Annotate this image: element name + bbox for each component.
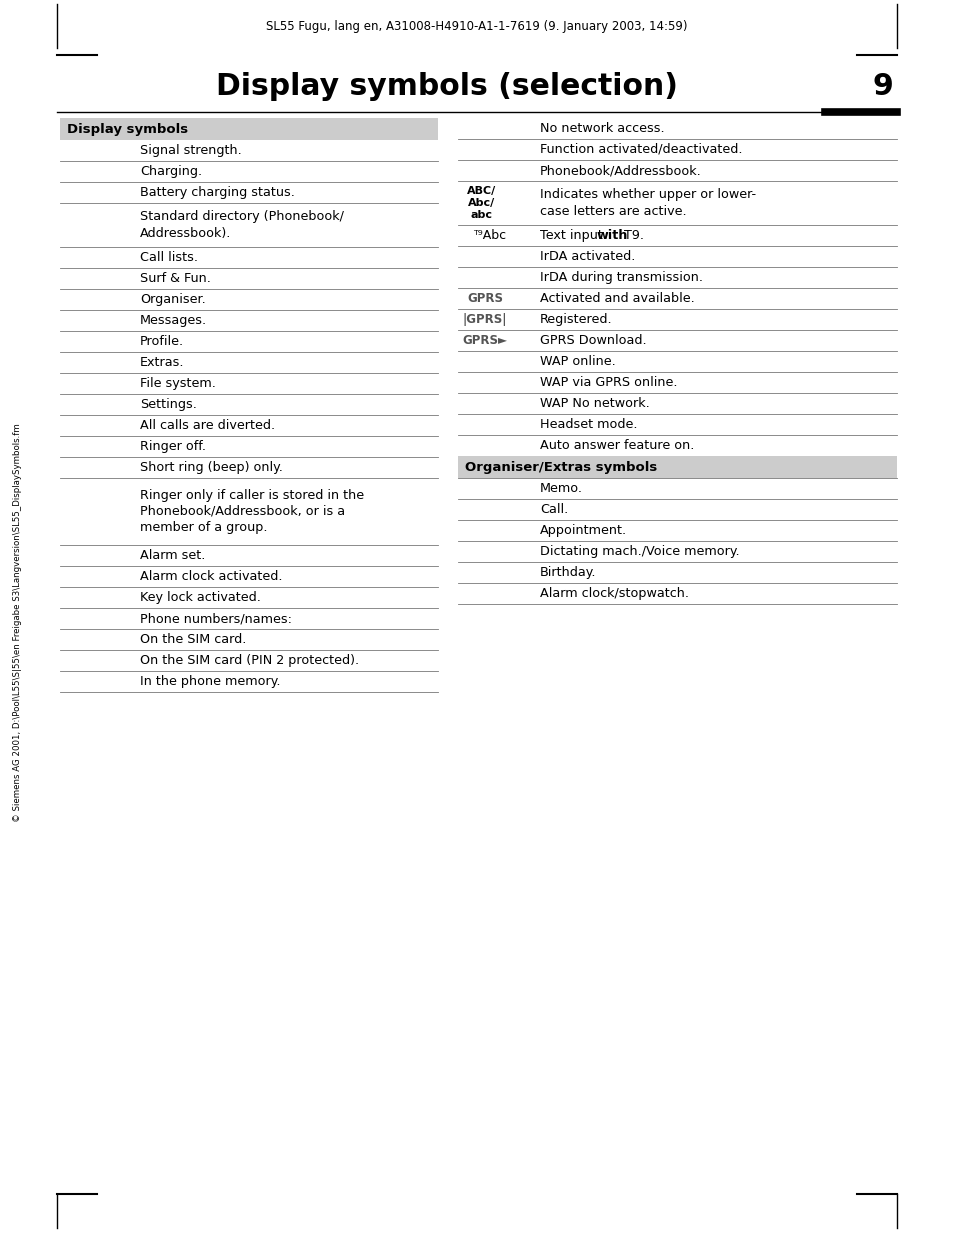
Text: Alarm clock activated.: Alarm clock activated. bbox=[140, 569, 282, 583]
Text: Headset mode.: Headset mode. bbox=[539, 417, 637, 431]
Text: Call.: Call. bbox=[539, 503, 568, 516]
Text: Key lock activated.: Key lock activated. bbox=[140, 591, 260, 604]
Text: ABC/
Abc/
abc: ABC/ Abc/ abc bbox=[467, 187, 497, 219]
Text: GPRS Download.: GPRS Download. bbox=[539, 334, 646, 346]
Text: GPRS: GPRS bbox=[467, 292, 502, 305]
Text: Ringer off.: Ringer off. bbox=[140, 440, 206, 454]
Text: In the phone memory.: In the phone memory. bbox=[140, 675, 280, 688]
Text: On the SIM card.: On the SIM card. bbox=[140, 633, 246, 645]
Text: Battery charging status.: Battery charging status. bbox=[140, 186, 294, 199]
Text: WAP No network.: WAP No network. bbox=[539, 397, 649, 410]
Text: Phonebook/Addressbook.: Phonebook/Addressbook. bbox=[539, 164, 701, 177]
Text: On the SIM card (PIN 2 protected).: On the SIM card (PIN 2 protected). bbox=[140, 654, 358, 667]
Text: Activated and available.: Activated and available. bbox=[539, 292, 694, 305]
Text: Charging.: Charging. bbox=[140, 164, 202, 178]
Text: 9: 9 bbox=[871, 72, 892, 101]
Text: T9.: T9. bbox=[619, 229, 643, 242]
Text: Birthday.: Birthday. bbox=[539, 566, 596, 579]
Text: with: with bbox=[596, 229, 627, 242]
Text: WAP online.: WAP online. bbox=[539, 355, 615, 368]
Text: All calls are diverted.: All calls are diverted. bbox=[140, 419, 274, 432]
Text: Phone numbers/names:: Phone numbers/names: bbox=[140, 612, 292, 625]
Text: WAP via GPRS online.: WAP via GPRS online. bbox=[539, 376, 677, 389]
Text: No network access.: No network access. bbox=[539, 122, 664, 135]
Text: Organiser.: Organiser. bbox=[140, 293, 206, 307]
Text: Signal strength.: Signal strength. bbox=[140, 145, 241, 157]
Text: Ringer only if caller is stored in the
Phonebook/Addressbook, or is a
member of : Ringer only if caller is stored in the P… bbox=[140, 488, 364, 535]
Text: Display symbols (selection): Display symbols (selection) bbox=[215, 72, 678, 101]
Text: Profile.: Profile. bbox=[140, 335, 184, 348]
Text: Call lists.: Call lists. bbox=[140, 250, 198, 264]
Text: Short ring (beep) only.: Short ring (beep) only. bbox=[140, 461, 283, 473]
Bar bbox=[60, 118, 437, 140]
Text: Auto answer feature on.: Auto answer feature on. bbox=[539, 439, 694, 452]
Text: © Siemens AG 2001, D:\Pool\L55\S|55\en Freigabe S3\Langversion\SL55_DisplaySymbo: © Siemens AG 2001, D:\Pool\L55\S|55\en F… bbox=[13, 424, 23, 822]
Text: Text input: Text input bbox=[539, 229, 606, 242]
Text: Settings.: Settings. bbox=[140, 397, 196, 411]
Bar bbox=[457, 456, 896, 478]
Text: Function activated/deactivated.: Function activated/deactivated. bbox=[539, 143, 741, 156]
Text: Alarm clock/stopwatch.: Alarm clock/stopwatch. bbox=[539, 587, 688, 601]
Text: ᵀ⁹Abc: ᵀ⁹Abc bbox=[473, 229, 506, 242]
Text: Registered.: Registered. bbox=[539, 313, 612, 326]
Text: Surf & Fun.: Surf & Fun. bbox=[140, 272, 211, 285]
Text: IrDA activated.: IrDA activated. bbox=[539, 250, 635, 263]
Text: File system.: File system. bbox=[140, 378, 215, 390]
Text: Appointment.: Appointment. bbox=[539, 525, 626, 537]
Text: Standard directory (Phonebook/
Addressbook).: Standard directory (Phonebook/ Addressbo… bbox=[140, 211, 343, 239]
Text: |GPRS|: |GPRS| bbox=[462, 313, 507, 326]
Text: Extras.: Extras. bbox=[140, 356, 184, 369]
Text: SL55 Fugu, lang en, A31008-H4910-A1-1-7619 (9. January 2003, 14:59): SL55 Fugu, lang en, A31008-H4910-A1-1-76… bbox=[266, 20, 687, 32]
Text: Memo.: Memo. bbox=[539, 482, 582, 495]
Text: GPRS►: GPRS► bbox=[462, 334, 507, 346]
Text: IrDA during transmission.: IrDA during transmission. bbox=[539, 270, 702, 284]
Text: Alarm set.: Alarm set. bbox=[140, 549, 205, 562]
Text: Organiser/Extras symbols: Organiser/Extras symbols bbox=[464, 461, 657, 473]
Text: Messages.: Messages. bbox=[140, 314, 207, 326]
Text: Indicates whether upper or lower-
case letters are active.: Indicates whether upper or lower- case l… bbox=[539, 188, 756, 218]
Text: Display symbols: Display symbols bbox=[67, 122, 188, 136]
Text: Dictating mach./Voice memory.: Dictating mach./Voice memory. bbox=[539, 545, 739, 558]
